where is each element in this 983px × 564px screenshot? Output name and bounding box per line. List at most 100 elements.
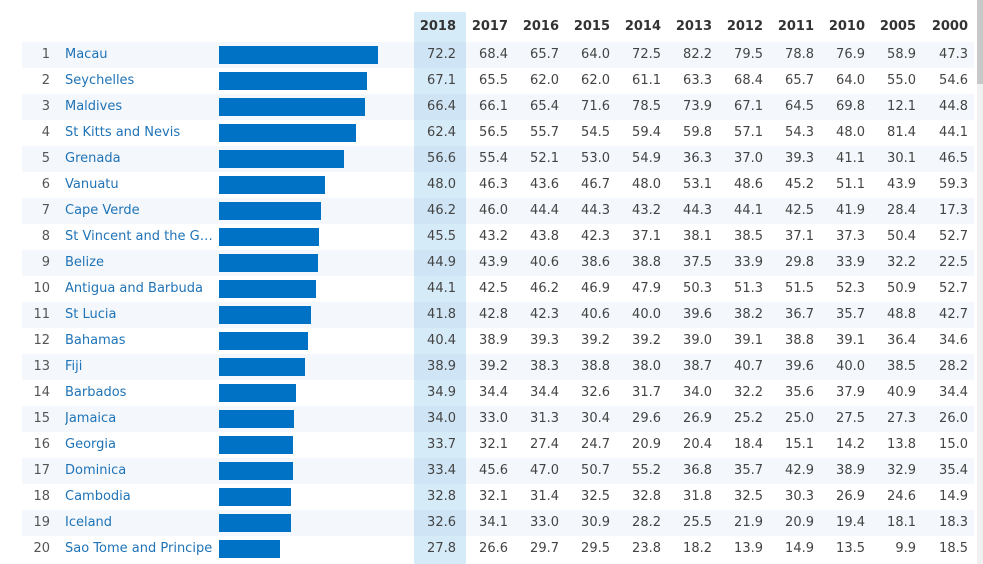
- value-cell-2014: 55.2: [632, 463, 661, 478]
- country-link[interactable]: Vanuatu: [65, 177, 119, 192]
- value-bar: [219, 202, 321, 220]
- value-cell-2012: 37.0: [734, 151, 763, 166]
- value-cell-2005: 43.9: [887, 177, 916, 192]
- country-link[interactable]: Macau: [65, 47, 108, 62]
- vertical-scrollbar[interactable]: [977, 0, 983, 564]
- country-link[interactable]: Jamaica: [65, 411, 117, 426]
- highlight-cell-bg: [414, 146, 466, 172]
- value-cell-2017: 66.1: [479, 99, 508, 114]
- rank-number: 16: [33, 437, 50, 452]
- value-cell-2017: 42.5: [479, 281, 508, 296]
- country-link[interactable]: Cambodia: [65, 489, 131, 504]
- value-cell-2000: 34.6: [939, 333, 968, 348]
- country-link[interactable]: St Kitts and Nevis: [65, 125, 181, 140]
- value-cell-2017: 43.9: [479, 255, 508, 270]
- country-link[interactable]: Antigua and Barbuda: [65, 281, 203, 296]
- value-cell-2014: 20.9: [632, 437, 661, 452]
- value-cell-2005: 32.2: [887, 255, 916, 270]
- value-cell-2017: 42.8: [479, 307, 508, 322]
- value-cell-2016: 34.4: [530, 385, 559, 400]
- table-row: 14 Barbados 34.9 34.4 34.4 32.6 31.7 34.0 32.2 35…: [22, 380, 974, 406]
- value-cell-2010: 19.4: [836, 515, 865, 530]
- value-cell-2012: 39.1: [734, 333, 763, 348]
- value-bar: [219, 540, 281, 558]
- country-link[interactable]: Fiji: [65, 359, 83, 374]
- scrollbar-thumb[interactable]: [977, 0, 983, 84]
- highlight-cell-bg: [414, 380, 466, 406]
- year-header-2014[interactable]: 2014: [624, 19, 661, 34]
- value-cell-2013: 38.1: [683, 229, 712, 244]
- country-link[interactable]: Georgia: [65, 437, 116, 452]
- year-header-2017[interactable]: 2017: [471, 19, 508, 34]
- highlight-cell-bg: [414, 224, 466, 250]
- value-bar: [219, 358, 305, 376]
- country-link[interactable]: St Vincent and the Gre...: [65, 229, 217, 244]
- country-link[interactable]: Iceland: [65, 515, 113, 530]
- value-cell-2012: 67.1: [734, 99, 763, 114]
- value-cell-2013: 39.6: [683, 307, 712, 322]
- value-cell-2005: 30.1: [887, 151, 916, 166]
- value-bar: [219, 150, 344, 168]
- value-cell-2000: 44.1: [939, 125, 968, 140]
- value-cell-2010: 27.5: [836, 411, 865, 426]
- year-header-2018[interactable]: 2018: [419, 19, 456, 34]
- value-cell-2018: 44.9: [427, 255, 456, 270]
- value-cell-2000: 59.3: [939, 177, 968, 192]
- value-cell-2014: 23.8: [632, 541, 661, 556]
- value-cell-2000: 46.5: [939, 151, 968, 166]
- country-link[interactable]: Grenada: [65, 151, 121, 166]
- value-cell-2015: 30.9: [581, 515, 610, 530]
- country-link[interactable]: Bahamas: [65, 333, 126, 348]
- country-link[interactable]: Barbados: [65, 385, 127, 400]
- value-cell-2005: 13.8: [887, 437, 916, 452]
- value-cell-2016: 62.0: [530, 73, 559, 88]
- value-cell-2012: 40.7: [734, 359, 763, 374]
- value-cell-2013: 53.1: [683, 177, 712, 192]
- year-header-2005[interactable]: 2005: [879, 19, 916, 34]
- table-row: 7 Cape Verde 46.2 46.0 44.4 44.3 43.2 44.3 44.1 4…: [22, 198, 974, 224]
- year-header-2010[interactable]: 2010: [828, 19, 865, 34]
- rank-number: 19: [33, 515, 50, 530]
- value-cell-2012: 13.9: [734, 541, 763, 556]
- year-header-2013[interactable]: 2013: [675, 19, 712, 34]
- year-header-2016[interactable]: 2016: [522, 19, 559, 34]
- value-cell-2000: 44.8: [939, 99, 968, 114]
- value-cell-2015: 46.9: [581, 281, 610, 296]
- value-cell-2015: 29.5: [581, 541, 610, 556]
- value-cell-2000: 14.9: [939, 489, 968, 504]
- value-cell-2000: 18.5: [939, 541, 968, 556]
- value-cell-2014: 48.0: [632, 177, 661, 192]
- value-cell-2013: 73.9: [683, 99, 712, 114]
- value-cell-2000: 47.3: [939, 47, 968, 62]
- value-bar: [219, 488, 292, 506]
- year-header-2015[interactable]: 2015: [573, 19, 610, 34]
- year-header-2000[interactable]: 2000: [931, 19, 968, 34]
- country-link[interactable]: Sao Tome and Principe: [65, 541, 213, 556]
- year-header-2011[interactable]: 2011: [777, 19, 814, 34]
- value-cell-2014: 54.9: [632, 151, 661, 166]
- country-link[interactable]: Seychelles: [65, 73, 135, 88]
- value-cell-2011: 30.3: [785, 489, 814, 504]
- country-link[interactable]: St Lucia: [65, 307, 117, 322]
- value-bar: [219, 72, 367, 90]
- country-link[interactable]: Belize: [65, 255, 104, 270]
- value-cell-2005: 28.4: [887, 203, 916, 218]
- value-cell-2000: 22.5: [939, 255, 968, 270]
- rank-number: 1: [41, 47, 50, 62]
- value-cell-2018: 34.0: [427, 411, 456, 426]
- value-cell-2017: 68.4: [479, 47, 508, 62]
- value-cell-2016: 43.8: [530, 229, 559, 244]
- highlight-cell-bg: [414, 328, 466, 354]
- year-header-2012[interactable]: 2012: [726, 19, 763, 34]
- country-link[interactable]: Maldives: [65, 99, 123, 114]
- country-link[interactable]: Dominica: [65, 463, 127, 478]
- value-cell-2011: 29.8: [785, 255, 814, 270]
- value-cell-2000: 18.3: [939, 515, 968, 530]
- value-cell-2015: 32.5: [581, 489, 610, 504]
- country-link[interactable]: Cape Verde: [65, 203, 140, 218]
- value-cell-2017: 38.9: [479, 333, 508, 348]
- value-cell-2013: 18.2: [683, 541, 712, 556]
- value-cell-2011: 78.8: [785, 47, 814, 62]
- highlight-cell-bg: [414, 172, 466, 198]
- rank-number: 18: [33, 489, 50, 504]
